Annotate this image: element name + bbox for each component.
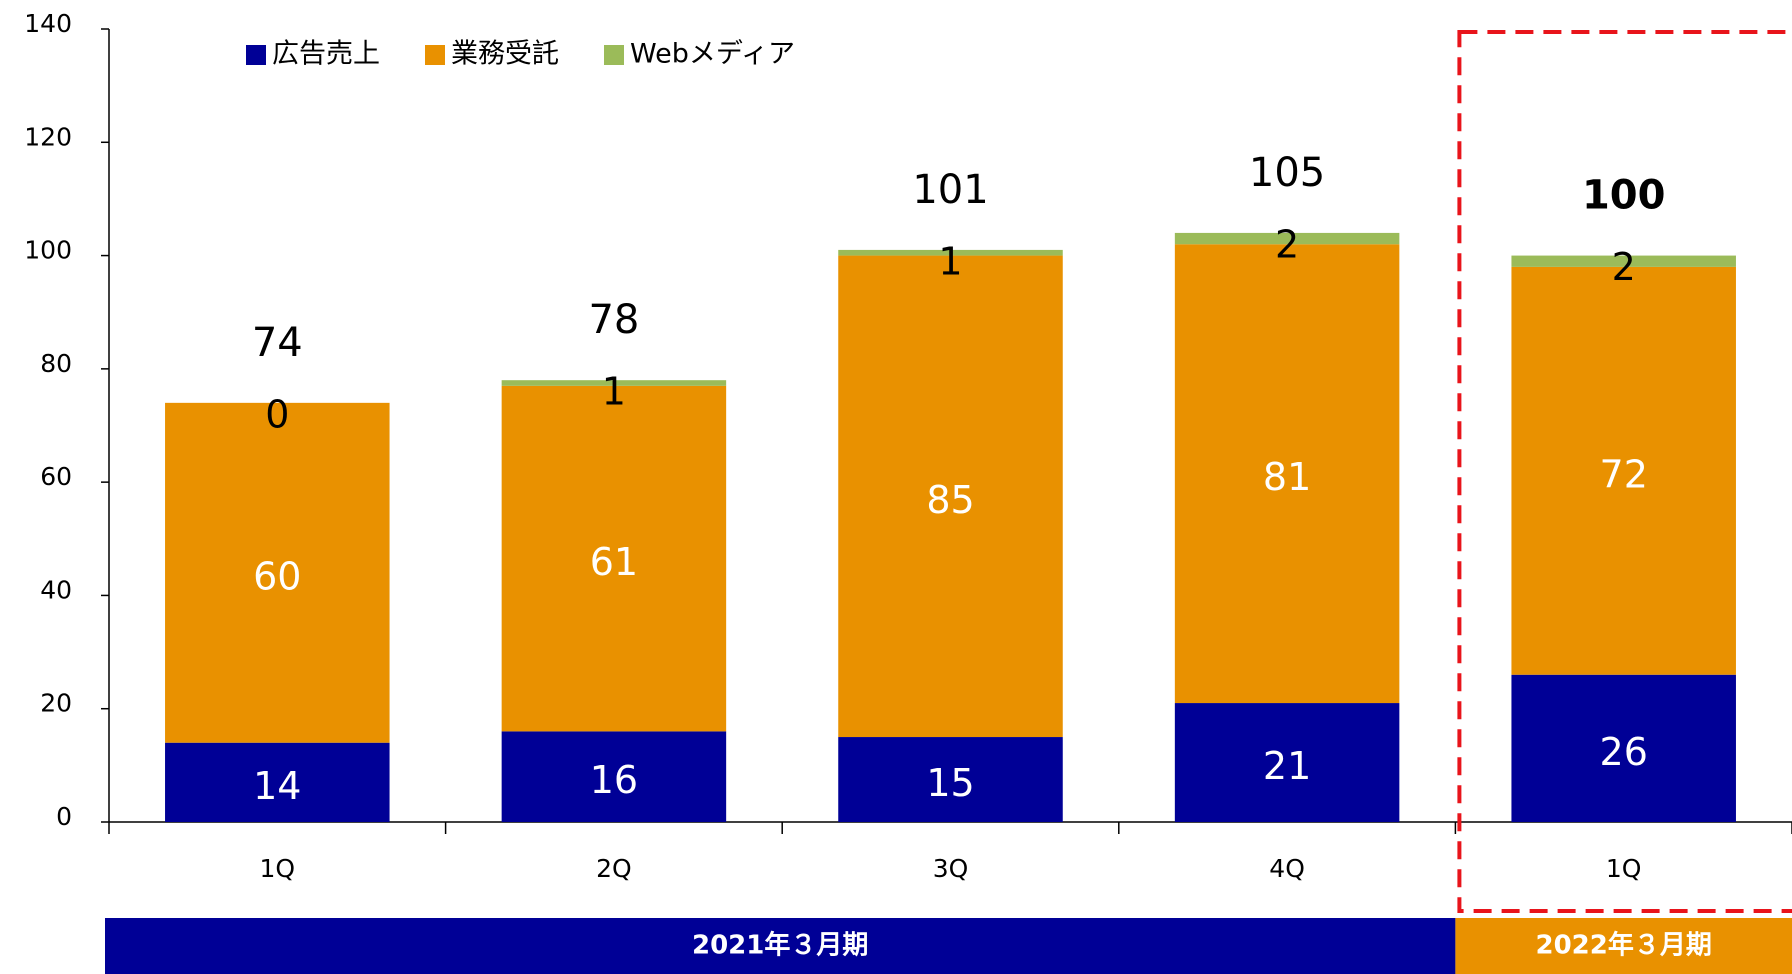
data-label: 14 bbox=[253, 764, 301, 808]
data-label: 16 bbox=[590, 758, 638, 802]
total-label: 78 bbox=[588, 297, 639, 343]
y-tick-label: 80 bbox=[40, 349, 72, 378]
x-tick-label: 1Q bbox=[260, 854, 296, 883]
bar-segment bbox=[1174, 244, 1400, 704]
legend-label: 業務受託 bbox=[451, 39, 559, 70]
data-label: 60 bbox=[253, 554, 301, 598]
x-tick-label: 3Q bbox=[933, 854, 969, 883]
y-tick-label: 40 bbox=[40, 575, 72, 604]
total-label: 74 bbox=[252, 320, 303, 366]
data-label: 61 bbox=[590, 540, 638, 584]
data-label: 2 bbox=[1275, 222, 1299, 266]
x-tick-label: 4Q bbox=[1269, 854, 1305, 883]
y-tick-label: 120 bbox=[24, 122, 72, 151]
bar-segment bbox=[501, 385, 727, 732]
data-label: 26 bbox=[1600, 730, 1648, 774]
total-label: 100 bbox=[1582, 173, 1666, 219]
legend-label: 広告売上 bbox=[272, 39, 380, 70]
data-label: 15 bbox=[926, 761, 974, 805]
data-label: 2 bbox=[1612, 245, 1636, 289]
data-label: 1 bbox=[602, 370, 626, 414]
bar-segment bbox=[1174, 703, 1400, 822]
data-label: 0 bbox=[265, 392, 289, 436]
data-label: 21 bbox=[1263, 744, 1311, 788]
y-tick-label: 20 bbox=[40, 689, 72, 718]
bar-segment bbox=[1174, 232, 1400, 245]
data-label: 72 bbox=[1600, 452, 1648, 496]
y-tick-label: 60 bbox=[40, 462, 72, 491]
total-label: 101 bbox=[912, 167, 988, 213]
y-tick-label: 100 bbox=[24, 236, 72, 265]
period-bar bbox=[1455, 918, 1792, 974]
bar-segment bbox=[165, 742, 390, 822]
total-label: 105 bbox=[1249, 150, 1325, 196]
bar-segment bbox=[1511, 255, 1736, 267]
x-tick-label: 2Q bbox=[596, 854, 632, 883]
period-label: 2022年３月期 bbox=[1536, 930, 1712, 961]
legend-label: Webメディア bbox=[630, 39, 795, 70]
bar-segment bbox=[838, 249, 1063, 256]
bar-segment bbox=[1511, 266, 1736, 675]
period-bar bbox=[105, 918, 1456, 974]
data-label: 1 bbox=[938, 239, 962, 283]
data-label: 85 bbox=[926, 478, 974, 522]
data-label: 81 bbox=[1263, 455, 1311, 499]
y-tick-label: 0 bbox=[56, 802, 72, 831]
highlight-box bbox=[1457, 30, 1792, 913]
bar-segment bbox=[501, 731, 727, 822]
legend-swatch bbox=[425, 45, 445, 65]
bar-segment bbox=[501, 380, 727, 386]
bar-segment bbox=[1511, 674, 1736, 822]
period-label: 2021年３月期 bbox=[692, 930, 868, 961]
x-tick-label: 1Q bbox=[1606, 854, 1642, 883]
legend-swatch bbox=[246, 45, 266, 65]
legend-swatch bbox=[604, 45, 624, 65]
bar-segment bbox=[838, 737, 1063, 822]
bar-segment bbox=[838, 255, 1063, 738]
bar-segment bbox=[165, 402, 390, 743]
y-tick-label: 140 bbox=[24, 9, 72, 38]
